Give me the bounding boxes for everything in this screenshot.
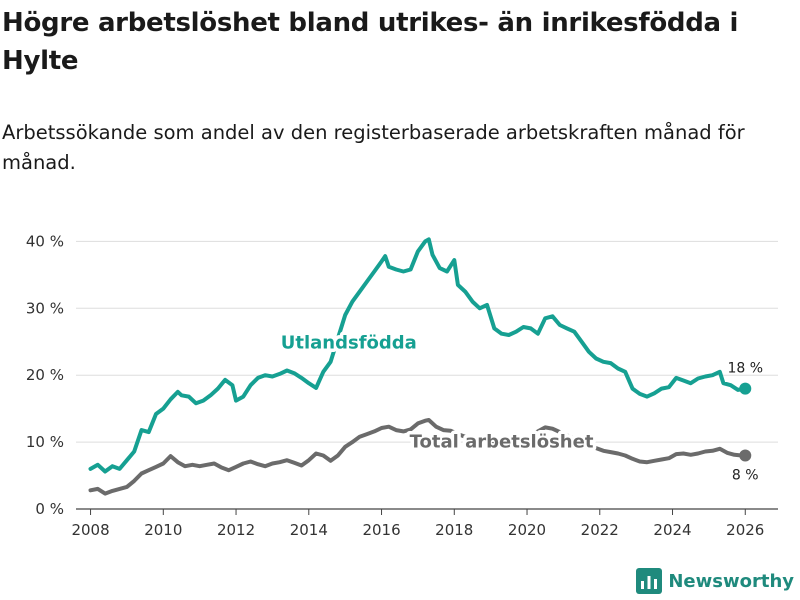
y-axis-ticks: 0 % 10 % 20 % 30 % 40 %	[26, 232, 64, 518]
grid-lines	[76, 240, 778, 443]
newsworthy-logo: Newsworthy	[636, 568, 794, 594]
x-tick-label: 2020	[508, 521, 546, 539]
series-lines	[88, 237, 752, 496]
y-tick-label: 20 %	[26, 366, 64, 384]
x-tick-label: 2008	[71, 521, 109, 539]
end-label-total: 8 %	[732, 467, 759, 483]
x-tick-label: 2016	[362, 521, 400, 539]
x-tick-label: 2014	[290, 521, 328, 539]
y-tick-label: 0 %	[35, 500, 64, 518]
series-line-utlandsfodda	[88, 237, 748, 474]
x-tick-label: 2010	[144, 521, 182, 539]
series-label-halo: Total arbetslöshet	[410, 431, 594, 452]
x-tick-label: 2012	[217, 521, 255, 539]
page-subtitle: Arbetssökande som andel av den registerb…	[2, 121, 745, 174]
x-tick-label: 2018	[435, 521, 473, 539]
y-tick-label: 10 %	[26, 433, 64, 451]
end-point-utlandsfodda	[739, 382, 752, 395]
x-tick-label: 2026	[726, 521, 764, 539]
series-label-halo: Utlandsfödda	[281, 332, 417, 353]
series-line-total-arbetsloshet	[88, 418, 748, 496]
x-tick-label: 2022	[581, 521, 619, 539]
page-title: Högre arbetslöshet bland utrikes- än inr…	[2, 8, 739, 76]
x-tick-label: 2024	[653, 521, 691, 539]
series-label-total-arbetsloshet: Total arbetslöshet	[410, 431, 594, 452]
y-tick-label: 40 %	[26, 232, 64, 250]
y-tick-label: 30 %	[26, 299, 64, 317]
series-label-utlandsfodda: Utlandsfödda	[281, 332, 417, 353]
end-point-total-arbetsloshet	[739, 449, 752, 462]
end-label-utlandsfodda: 18 %	[727, 361, 763, 377]
brand-name: Newsworthy	[668, 570, 794, 592]
x-axis: 2008 2010 2012 2014 2016 2018 2020 2022 2024 2026	[71, 508, 778, 539]
newsworthy-chart-icon	[636, 568, 663, 594]
